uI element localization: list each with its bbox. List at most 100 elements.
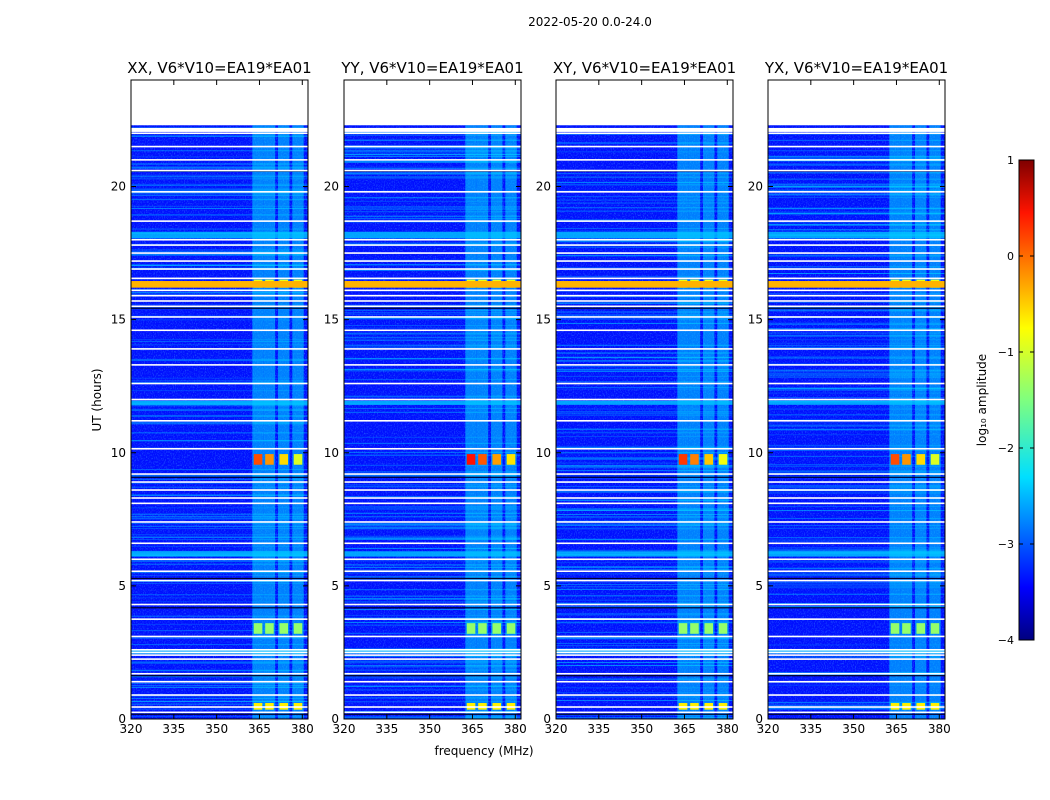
- time-streak: [131, 494, 308, 496]
- time-streak: [556, 431, 733, 433]
- time-streak: [344, 685, 521, 687]
- time-streak: [131, 536, 308, 538]
- time-streak: [131, 545, 308, 547]
- flagged-row: [768, 305, 945, 308]
- time-streak: [131, 243, 308, 245]
- rfi-burst: [279, 454, 289, 465]
- time-streak: [768, 585, 945, 587]
- time-streak: [344, 676, 521, 678]
- time-streak: [344, 318, 521, 320]
- time-streak: [556, 381, 733, 383]
- flagged-row: [768, 244, 945, 246]
- time-streak: [344, 153, 521, 155]
- flagged-row: [768, 294, 945, 297]
- time-streak: [131, 293, 308, 295]
- dark-line: [768, 307, 945, 309]
- time-streak: [344, 200, 521, 202]
- time-streak: [768, 371, 945, 373]
- time-streak: [131, 134, 308, 136]
- time-streak: [556, 240, 733, 242]
- panel-frame: [767, 79, 946, 720]
- time-streak: [556, 566, 733, 568]
- flagged-row: [556, 654, 733, 656]
- time-streak: [344, 338, 521, 340]
- x-tick-label: 365: [885, 722, 908, 736]
- time-streak: [344, 173, 521, 175]
- time-streak: [131, 194, 308, 196]
- time-streak: [556, 527, 733, 529]
- time-streak: [768, 254, 945, 256]
- time-streak: [131, 695, 308, 697]
- time-streak: [556, 143, 733, 145]
- time-streak: [556, 360, 733, 362]
- flagged-row: [768, 521, 945, 523]
- time-streak: [131, 661, 308, 663]
- time-streak: [556, 549, 733, 551]
- time-streak: [556, 370, 733, 372]
- flagged-row: [768, 268, 945, 270]
- heatmap-yx: [768, 80, 945, 719]
- time-streak: [768, 222, 945, 224]
- time-streak: [556, 464, 733, 466]
- time-streak: [344, 632, 521, 634]
- flagged-row: [344, 658, 521, 660]
- time-streak: [768, 335, 945, 337]
- time-streak: [556, 190, 733, 192]
- time-streak: [768, 208, 945, 210]
- flagged-row: [556, 521, 733, 523]
- time-streak: [344, 464, 521, 466]
- rfi-burst: [466, 623, 476, 634]
- rfi-channel: [278, 125, 290, 719]
- x-tick-label: 380: [291, 722, 314, 736]
- time-streak: [344, 152, 521, 154]
- time-streak: [556, 291, 733, 293]
- x-tick-label: 320: [120, 722, 143, 736]
- time-streak: [131, 254, 308, 256]
- flagged-row: [768, 694, 945, 696]
- rfi-burst: [902, 623, 911, 634]
- time-streak: [768, 207, 945, 209]
- time-streak: [131, 682, 308, 684]
- time-streak: [556, 199, 733, 201]
- flagged-row: [768, 711, 945, 714]
- time-streak: [344, 508, 521, 510]
- time-streak: [768, 328, 945, 330]
- heatmap-yy: [344, 80, 521, 719]
- dark-line: [344, 675, 521, 677]
- rfi-burst: [293, 623, 303, 634]
- flagged-row: [556, 711, 733, 714]
- time-streak: [556, 499, 733, 501]
- y-tick-label: 15: [324, 313, 339, 327]
- time-streak: [131, 166, 308, 168]
- flagged-row: [131, 252, 308, 254]
- time-streak: [768, 470, 945, 472]
- time-streak: [131, 174, 308, 176]
- time-streak: [131, 676, 308, 678]
- time-streak: [131, 183, 308, 185]
- flagged-row: [556, 502, 733, 505]
- time-streak: [344, 160, 521, 162]
- time-streak: [344, 538, 521, 540]
- flagged-row: [556, 542, 733, 545]
- time-streak: [344, 150, 521, 152]
- flagged-row: [131, 300, 308, 302]
- panel-xx: XX, V6*V10=EA19*EA01 320 335 350 365 380 0 5 10 1…: [111, 59, 314, 736]
- time-streak: [556, 648, 733, 650]
- y-axis-label: UT (hours): [90, 368, 104, 431]
- time-streak: [556, 599, 733, 601]
- time-streak: [131, 360, 308, 362]
- flagged-row: [768, 169, 945, 172]
- time-streak: [556, 428, 733, 430]
- time-streak: [768, 455, 945, 457]
- flagged-row: [556, 220, 733, 222]
- time-streak: [556, 582, 733, 584]
- flagged-row: [131, 481, 308, 483]
- flagged-row: [344, 252, 521, 254]
- rfi-channel: [263, 125, 276, 719]
- time-streak: [131, 475, 308, 477]
- time-streak: [768, 229, 945, 231]
- time-streak: [556, 302, 733, 304]
- flagged-row: [344, 651, 521, 654]
- flagged-row: [131, 420, 308, 422]
- time-streak: [131, 700, 308, 702]
